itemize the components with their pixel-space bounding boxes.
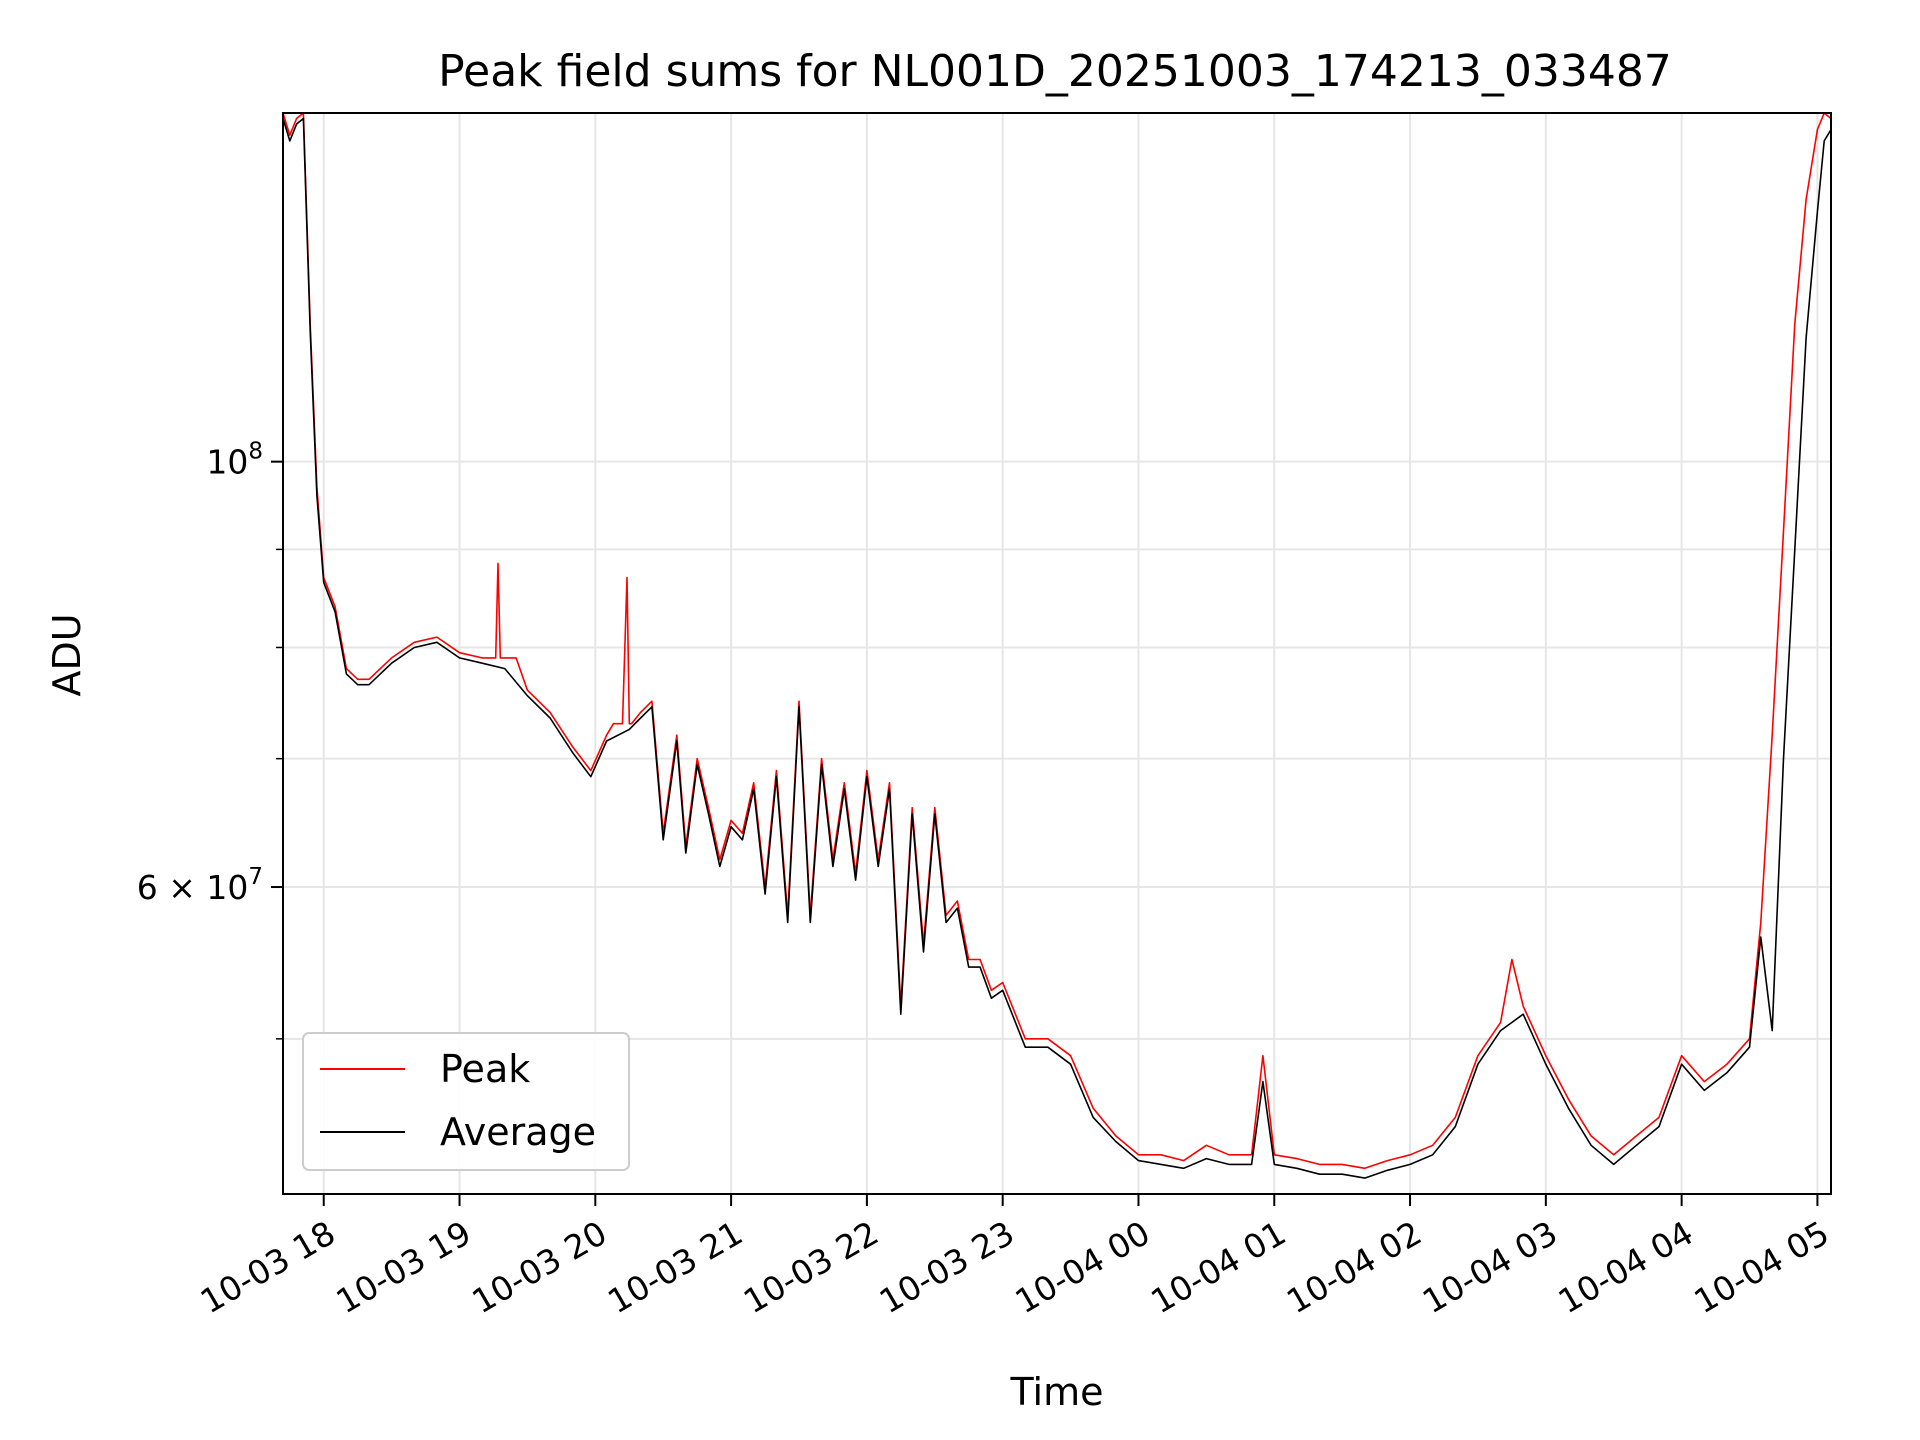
x-tick-label-11: 10-04 05 bbox=[1687, 1213, 1835, 1321]
x-tick-label-8: 10-04 02 bbox=[1280, 1213, 1428, 1321]
y-axis: 108 6 × 107 bbox=[137, 439, 283, 1040]
x-axis-label: Time bbox=[1010, 1370, 1104, 1414]
x-tick-label-10: 10-04 04 bbox=[1552, 1213, 1700, 1321]
x-tick-label-1: 10-03 19 bbox=[330, 1213, 478, 1321]
x-tick-label-5: 10-03 23 bbox=[873, 1213, 1021, 1321]
x-tick-label-6: 10-04 00 bbox=[1008, 1213, 1156, 1321]
plot-frame bbox=[282, 112, 1832, 1195]
x-tick-label-9: 10-04 03 bbox=[1416, 1213, 1564, 1321]
chart-title: Peak field sums for NL001D_20251003_1742… bbox=[438, 46, 1672, 97]
x-tick-label-0: 10-03 18 bbox=[194, 1213, 342, 1321]
x-tick-label-7: 10-04 01 bbox=[1144, 1213, 1292, 1321]
series-layer bbox=[282, 112, 1832, 1179]
legend: Peak Average bbox=[302, 1032, 630, 1171]
legend-label-peak: Peak bbox=[440, 1047, 530, 1091]
x-tick-label-4: 10-03 22 bbox=[737, 1213, 885, 1321]
y-tick-label-0: 108 bbox=[206, 439, 263, 482]
x-tick-label-3: 10-03 21 bbox=[601, 1213, 749, 1321]
legend-label-average: Average bbox=[440, 1110, 596, 1154]
x-tick-label-2: 10-03 20 bbox=[465, 1213, 613, 1321]
series-line-average bbox=[282, 117, 1832, 1179]
grid bbox=[283, 113, 1831, 1194]
y-tick-label-1: 6 × 107 bbox=[137, 864, 263, 907]
legend-box bbox=[302, 1032, 630, 1171]
y-axis-label: ADU bbox=[45, 613, 89, 696]
series-line-peak bbox=[282, 112, 1832, 1170]
